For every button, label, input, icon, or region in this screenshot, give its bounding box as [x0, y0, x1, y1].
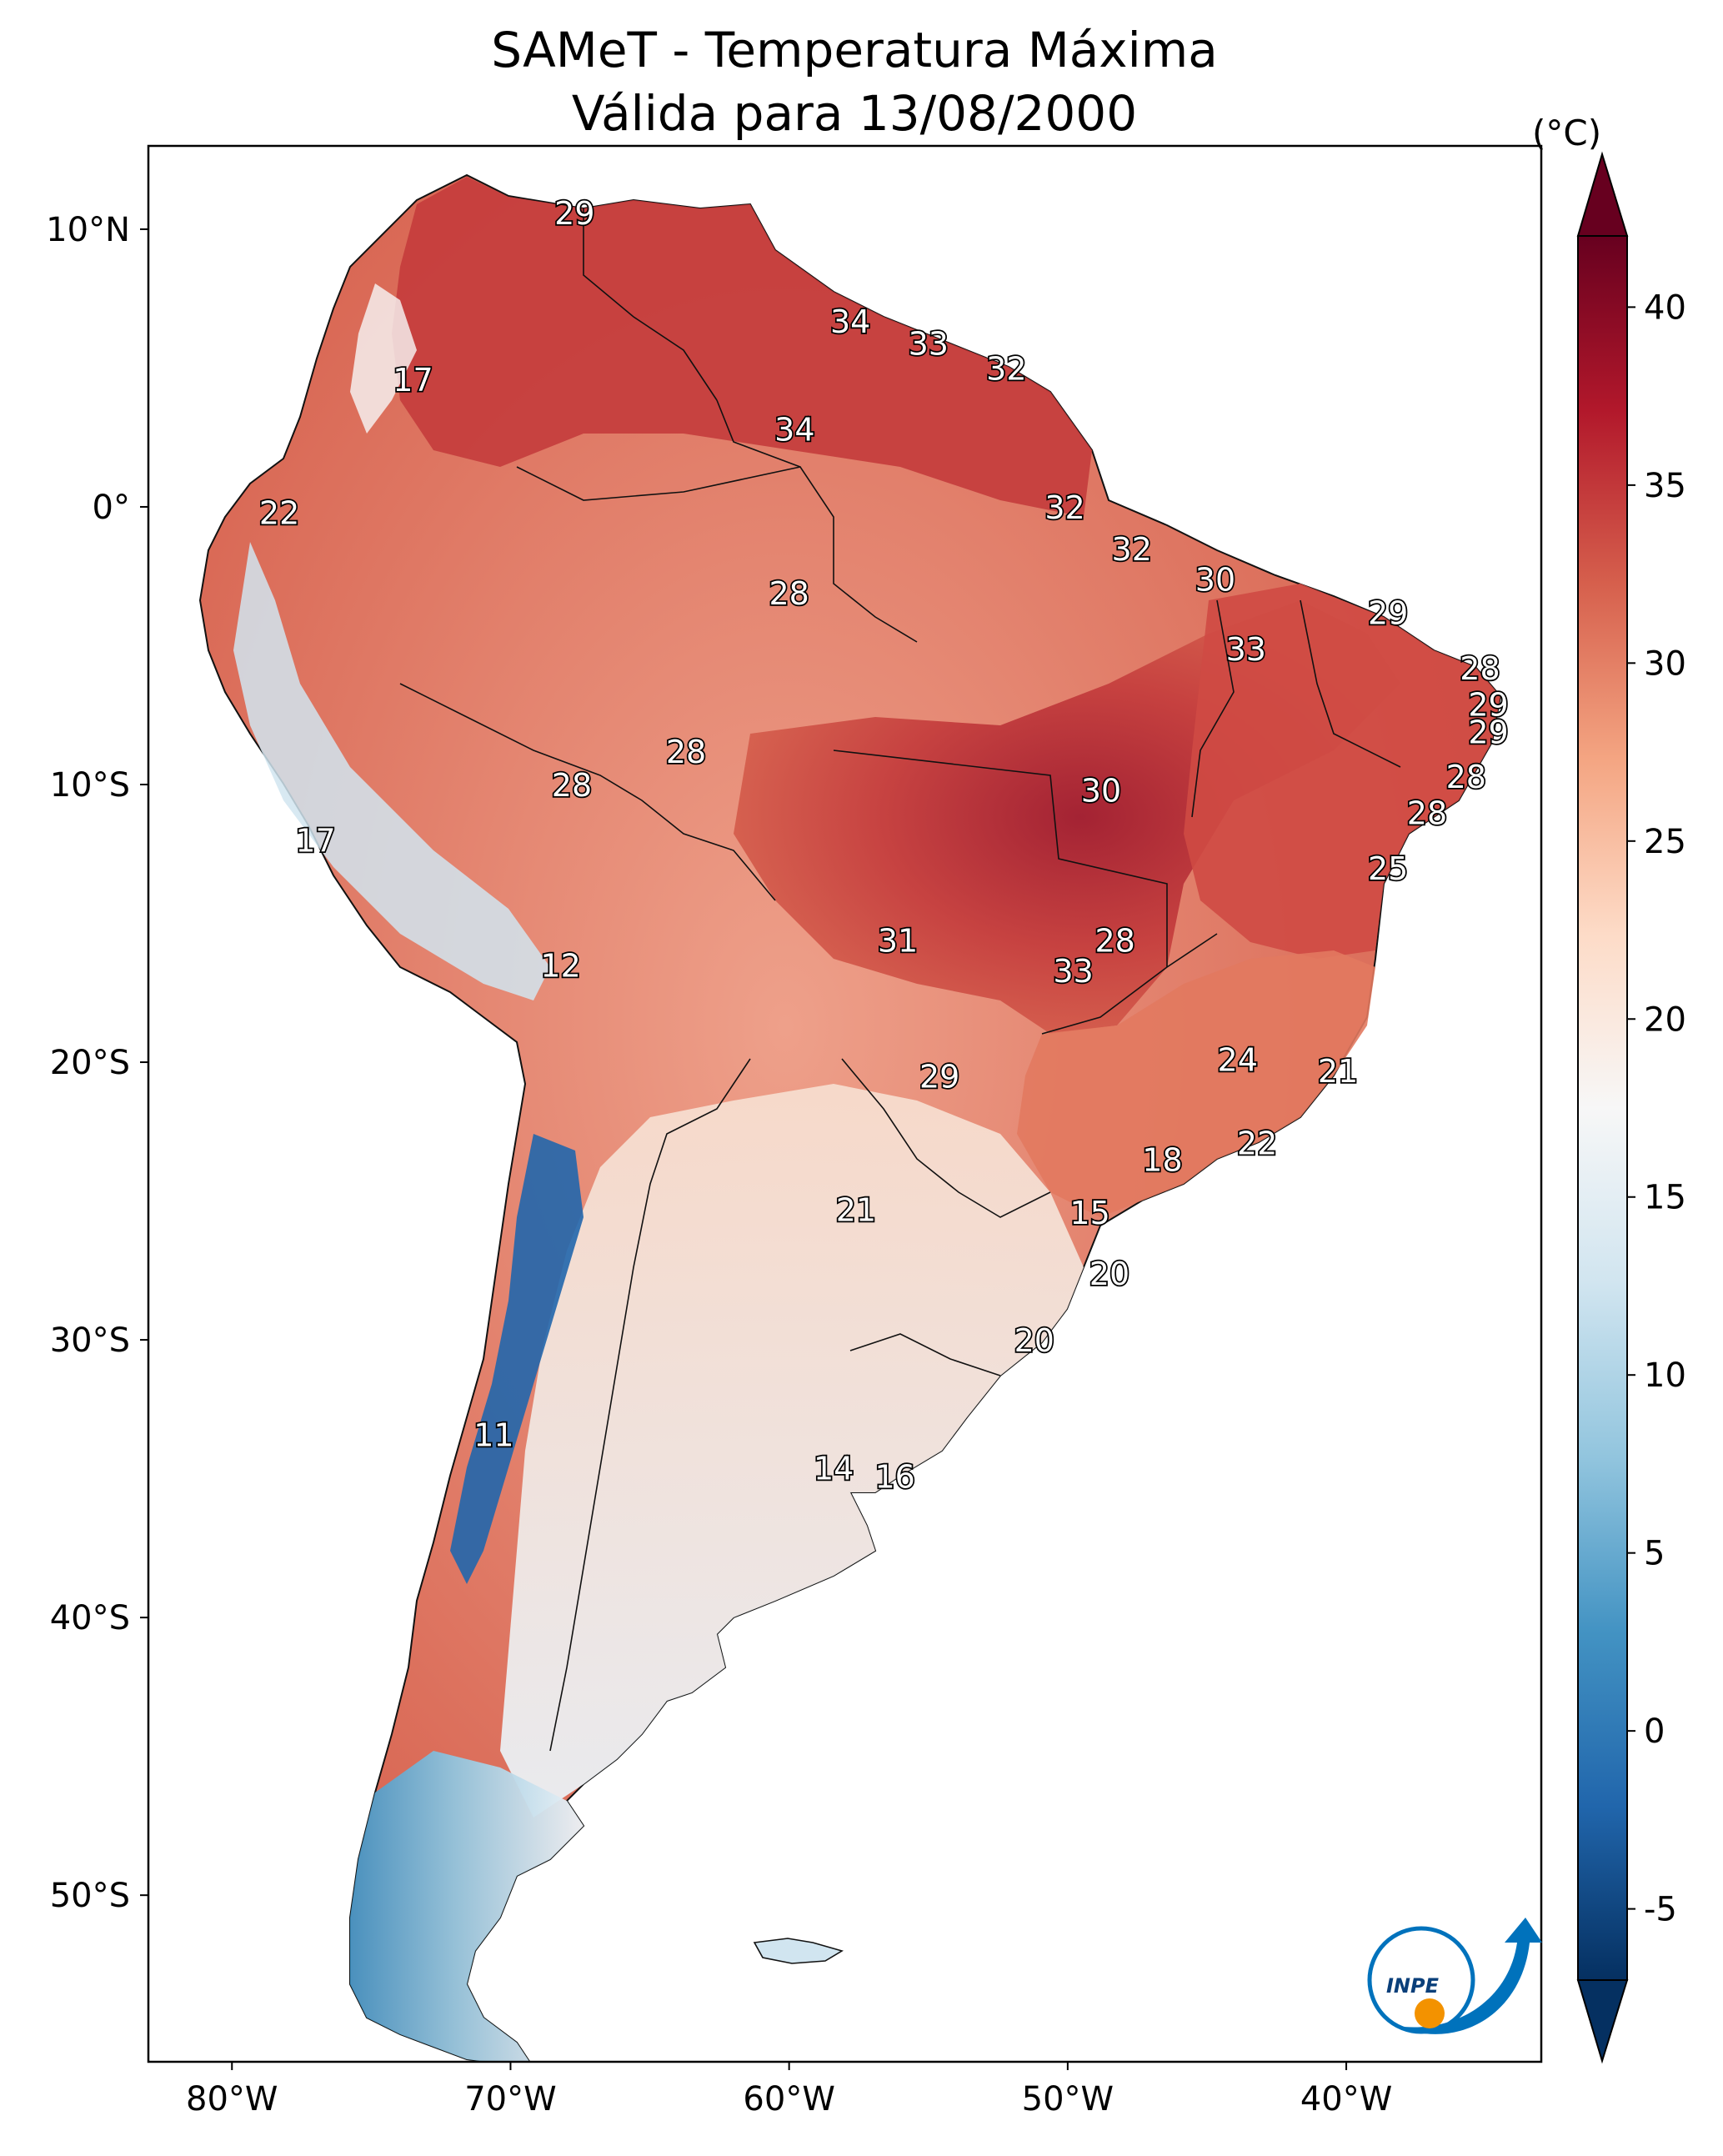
city-value-label: 29	[554, 195, 594, 232]
axes-border	[147, 144, 1543, 2063]
logo-dot	[1415, 1998, 1445, 2028]
city-value-label: 32	[1112, 531, 1152, 568]
colorbar: (°C) 40 35 30 25 20 15 10 5 0 -5	[1532, 113, 1686, 2064]
falkland-islands	[753, 1938, 844, 1964]
colorbar-tick-label: 0	[1644, 1712, 1665, 1751]
city-value-label: 18	[1142, 1142, 1182, 1179]
andes-cold-strip-north	[233, 542, 550, 1000]
lat-tick-label: 10°S	[50, 766, 130, 805]
city-value-label: 21	[836, 1192, 876, 1229]
lat-tick-label: 40°S	[50, 1599, 130, 1637]
inpe-logo: INPE	[1367, 1918, 1542, 2034]
colorbar-tick-label: 40	[1644, 288, 1686, 327]
lat-tick-label: 50°S	[50, 1877, 130, 1915]
logo-arrow	[1396, 1918, 1542, 2034]
southeast-region	[1017, 950, 1375, 1217]
lon-tick-label: 80°W	[186, 2080, 278, 2118]
colorbar-tick-label: 10	[1644, 1356, 1686, 1395]
city-value-label: 21	[1318, 1053, 1358, 1090]
city-value-label: 28	[1446, 759, 1486, 795]
city-value-label: 29	[1468, 714, 1508, 751]
northeast-region	[1184, 584, 1500, 959]
colorbar-body	[1577, 235, 1628, 1981]
colorbar-tick-label: 20	[1644, 1000, 1686, 1039]
city-value-label: 22	[259, 495, 299, 532]
lon-tick-label: 60°W	[743, 2080, 834, 2118]
lat-tick-label: 30°S	[50, 1321, 130, 1360]
title-line-2: Válida para 13/08/2000	[571, 85, 1138, 142]
city-value-label: 29	[919, 1059, 959, 1096]
city-value-label: 25	[1368, 850, 1408, 887]
city-value-label: 11	[473, 1416, 513, 1453]
city-value-label: 17	[393, 362, 433, 399]
colorbar-tick-label: 35	[1644, 467, 1686, 505]
city-value-label: 14	[814, 1450, 854, 1487]
city-value-label: 17	[295, 823, 335, 860]
city-value-label: 12	[540, 947, 580, 984]
city-value-label: 34	[830, 303, 870, 340]
lat-tick-label: 0°	[93, 489, 130, 527]
city-value-label: 29	[1468, 686, 1508, 723]
city-value-label: 22	[1237, 1126, 1277, 1162]
lat-tick-label: 10°N	[46, 211, 130, 249]
city-value-label: 16	[874, 1458, 914, 1495]
lon-tick-label: 40°W	[1300, 2080, 1392, 2118]
colorbar-tick-label: 15	[1644, 1179, 1686, 1217]
southern-cone-region	[500, 1084, 1084, 1818]
city-value-label: 20	[1089, 1256, 1129, 1292]
colorbar-tick-label: 5	[1644, 1535, 1665, 1573]
map-title: SAMeT - Temperatura Máxima Válida para 1…	[150, 18, 1559, 145]
colorbar-lower-extend	[1576, 1979, 1629, 2064]
city-value-label: 28	[1094, 923, 1134, 960]
colorbar-ticks: 40 35 30 25 20 15 10 5 0 -5	[1627, 288, 1686, 1929]
colombia-andes-cool	[350, 283, 417, 434]
longitude-ticks: 80°W 70°W 60°W 50°W 40°W	[186, 2062, 1392, 2118]
city-value-label: 29	[1368, 595, 1408, 632]
city-value-label: 28	[769, 575, 809, 612]
city-value-label: 28	[1407, 795, 1447, 831]
city-value-label: 34	[774, 412, 814, 449]
latitude-ticks: 10°N 0° 10°S 20°S 30°S 40°S 50°S	[46, 211, 148, 1915]
colorbar-unit: (°C)	[1532, 113, 1601, 153]
logo-text: INPE	[1386, 1974, 1440, 1998]
colorbar-tick-label: 25	[1644, 823, 1686, 861]
lon-tick-label: 50°W	[1022, 2080, 1114, 2118]
north-hot-region	[392, 177, 1092, 517]
city-value-label: 32	[1044, 489, 1084, 526]
colorbar-upper-extend	[1576, 151, 1629, 237]
city-value-label: 30	[1195, 562, 1235, 599]
lon-tick-label: 70°W	[464, 2080, 556, 2118]
city-value-label: 28	[666, 734, 706, 770]
city-value-label: 20	[1014, 1322, 1054, 1359]
continent-layer	[198, 173, 1502, 2062]
city-value-label: 28	[1460, 650, 1500, 687]
colorbar-tick-label: 30	[1644, 644, 1686, 683]
city-value-label: 33	[1053, 953, 1093, 990]
patagonia-cold-region	[350, 1751, 584, 2062]
andes-cold-strip-south	[450, 1134, 584, 1584]
lat-tick-label: 20°S	[50, 1044, 130, 1082]
title-line-1: SAMeT - Temperatura Máxima	[491, 22, 1218, 78]
city-value-label: 24	[1218, 1042, 1258, 1079]
colorbar-tick-label: -5	[1644, 1891, 1677, 1929]
city-value-label: 28	[552, 767, 592, 804]
country-borders	[399, 208, 1401, 1752]
city-value-label: 31	[878, 923, 918, 960]
city-value-label: 32	[986, 350, 1026, 387]
city-value-label: 30	[1081, 773, 1121, 810]
city-value-label: 15	[1069, 1195, 1109, 1231]
city-value-label: 33	[909, 325, 949, 362]
city-value-label: 33	[1226, 631, 1266, 668]
